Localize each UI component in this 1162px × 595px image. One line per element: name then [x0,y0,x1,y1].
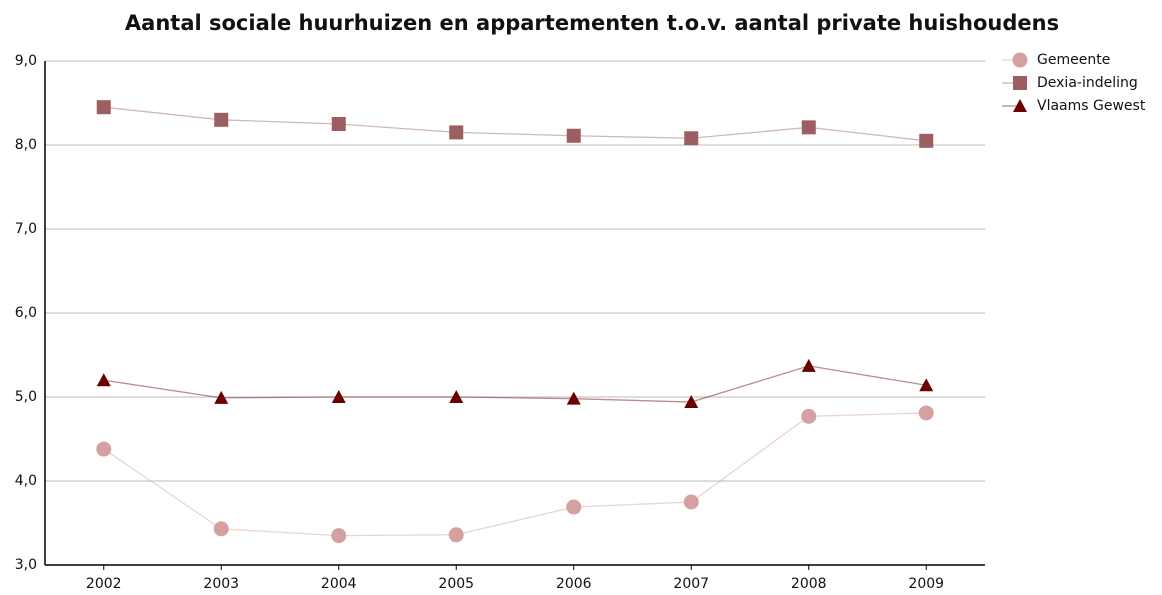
chart-title: Aantal sociale huurhuizen en appartement… [125,11,1059,35]
legend: Gemeente Dexia-indeling Vlaams Gewest [1002,52,1146,114]
y-tick-label: 6,0 [15,305,37,321]
data-point [96,441,112,457]
data-point [566,391,581,405]
data-point [214,390,229,404]
legend-marker [1013,76,1027,90]
legend-label: Dexia-indeling [1037,75,1138,91]
y-tick-label: 9,0 [15,53,37,69]
data-point [566,128,581,143]
data-point [449,390,464,403]
legend-label: Gemeente [1037,52,1110,68]
data-point [448,527,464,543]
data-point [331,390,346,403]
data-point [801,408,817,424]
y-tick-label: 5,0 [15,389,37,405]
x-tick-label: 2009 [908,576,944,592]
y-tick-label: 3,0 [15,557,37,573]
data-point [331,117,346,131]
data-point [214,112,229,127]
data-point [331,528,347,544]
data-point [683,494,699,510]
y-tick-label: 4,0 [15,473,37,489]
legend-marker [1013,99,1027,112]
x-tick-label: 2002 [86,576,122,592]
y-tick-label: 7,0 [15,221,37,237]
data-point [449,125,464,140]
series-line [103,412,927,537]
data-point [801,120,816,135]
y-tick-label: 8,0 [15,137,37,153]
data-point [919,133,934,148]
series-line [103,365,927,403]
x-tick-label: 2008 [791,576,827,592]
data-point [801,358,816,372]
data-point [684,131,699,146]
data-point [96,373,111,387]
series-line [103,106,927,142]
data-point [919,378,934,392]
x-tick-label: 2006 [556,576,592,592]
data-point [918,405,934,421]
x-tick-label: 2005 [438,576,474,592]
data-point [684,395,699,409]
data-point [96,100,111,115]
x-tick-label: 2003 [203,576,239,592]
x-tick-label: 2007 [673,576,709,592]
data-point [566,499,582,515]
data-point [213,521,229,537]
legend-label: Vlaams Gewest [1037,98,1146,114]
x-tick-label: 2004 [321,576,357,592]
legend-marker [1012,52,1028,68]
